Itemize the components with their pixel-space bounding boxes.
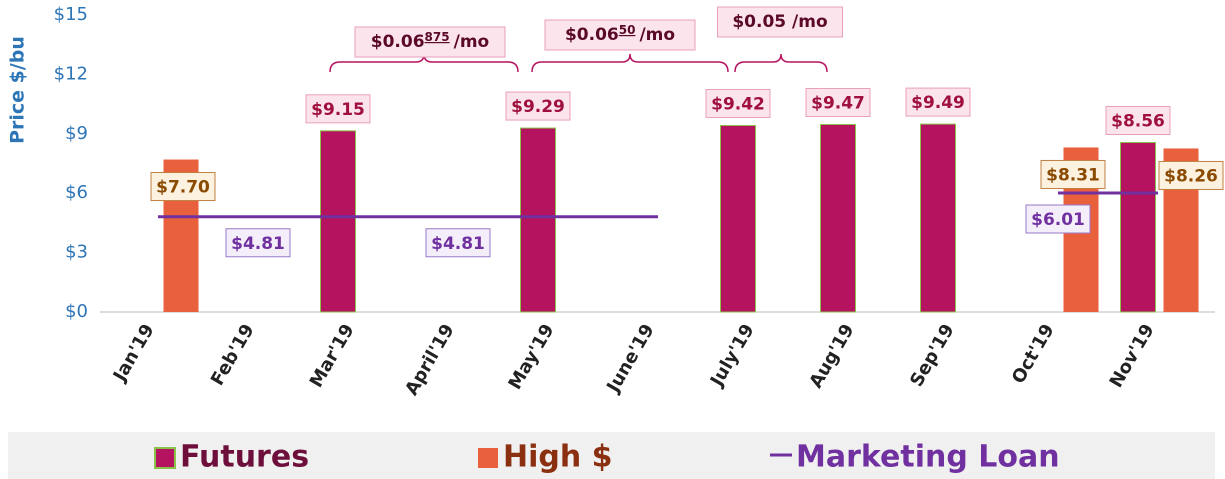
data-label: $7.70	[156, 178, 210, 198]
x-tick-label: June'19	[602, 321, 659, 398]
x-tick-label: Nov'19	[1106, 321, 1159, 392]
bracket	[531, 53, 729, 73]
x-tick-label: Jan'19	[108, 321, 158, 387]
data-label: $9.42	[711, 94, 765, 114]
legend-background	[8, 432, 1215, 479]
data-label-box	[150, 172, 216, 202]
annotation: $0.06875/mo	[371, 30, 489, 53]
data-label-box	[505, 91, 571, 121]
annotation-part: /mo	[639, 25, 675, 45]
x-tick-label: Aug'19	[805, 321, 858, 392]
data-label-box	[805, 87, 871, 117]
data-label: $9.49	[911, 93, 965, 113]
data-label-box	[1105, 106, 1171, 136]
x-tick-label: May'19	[505, 321, 559, 394]
x-tick-label: Feb'19	[207, 321, 259, 390]
y-tick-label: $9	[65, 123, 88, 144]
x-tick-label: July'19	[705, 321, 758, 392]
annotation-part: /mo	[454, 32, 490, 52]
data-label-box	[905, 87, 971, 117]
bar	[1120, 142, 1156, 313]
data-label-box	[1025, 204, 1091, 234]
legend-marker	[154, 447, 176, 469]
data-label: $6.01	[1031, 210, 1085, 230]
data-label-box	[305, 94, 371, 124]
bar	[720, 124, 756, 313]
data-label-box	[1158, 160, 1224, 190]
bar	[520, 127, 556, 313]
legend-marker	[478, 448, 498, 468]
data-label-box	[425, 228, 491, 258]
bar	[920, 123, 956, 313]
x-tick-label: Sep'19	[906, 321, 958, 391]
y-tick-label: $12	[54, 63, 88, 84]
annotation-part: $0.05 /mo	[732, 12, 827, 32]
annotation-part: $0.06	[565, 25, 619, 45]
data-label: $4.81	[231, 234, 285, 254]
legend-label: Marketing Loan	[796, 440, 1060, 475]
y-tick-label: $6	[65, 182, 88, 203]
data-label: $9.47	[811, 93, 865, 113]
x-tick-label: Oct'19	[1008, 321, 1059, 388]
annotation: $0.05 /mo	[732, 12, 827, 32]
annotation-part: 875	[425, 30, 450, 44]
y-tick-label: $0	[65, 301, 88, 322]
y-tick-label: $3	[65, 242, 88, 263]
data-label: $4.81	[431, 234, 485, 254]
annotation-box	[354, 26, 506, 58]
annotation-box	[544, 19, 696, 51]
legend-label: Futures	[180, 440, 309, 475]
data-label: $9.15	[311, 100, 365, 120]
annotation-part: 50	[619, 23, 636, 37]
annotation: $0.0650/mo	[565, 23, 675, 46]
data-label: $8.26	[1164, 166, 1218, 186]
data-label: $9.29	[511, 97, 565, 117]
data-label-box	[1040, 159, 1106, 189]
data-label-box	[225, 228, 291, 258]
annotation-part: $0.06	[371, 32, 425, 52]
legend-label: High $	[503, 440, 613, 475]
y-axis-label: Price $/bu	[7, 36, 29, 144]
bar	[320, 130, 356, 313]
x-tick-label: Mar'19	[306, 321, 359, 392]
data-label: $8.31	[1046, 165, 1100, 185]
data-label-box	[705, 88, 771, 118]
bracket	[734, 53, 828, 73]
annotation-box	[717, 6, 843, 38]
x-tick-label: April'19	[401, 321, 458, 400]
data-label: $8.56	[1111, 112, 1165, 132]
y-tick-label: $15	[54, 4, 88, 25]
bar	[820, 123, 856, 313]
